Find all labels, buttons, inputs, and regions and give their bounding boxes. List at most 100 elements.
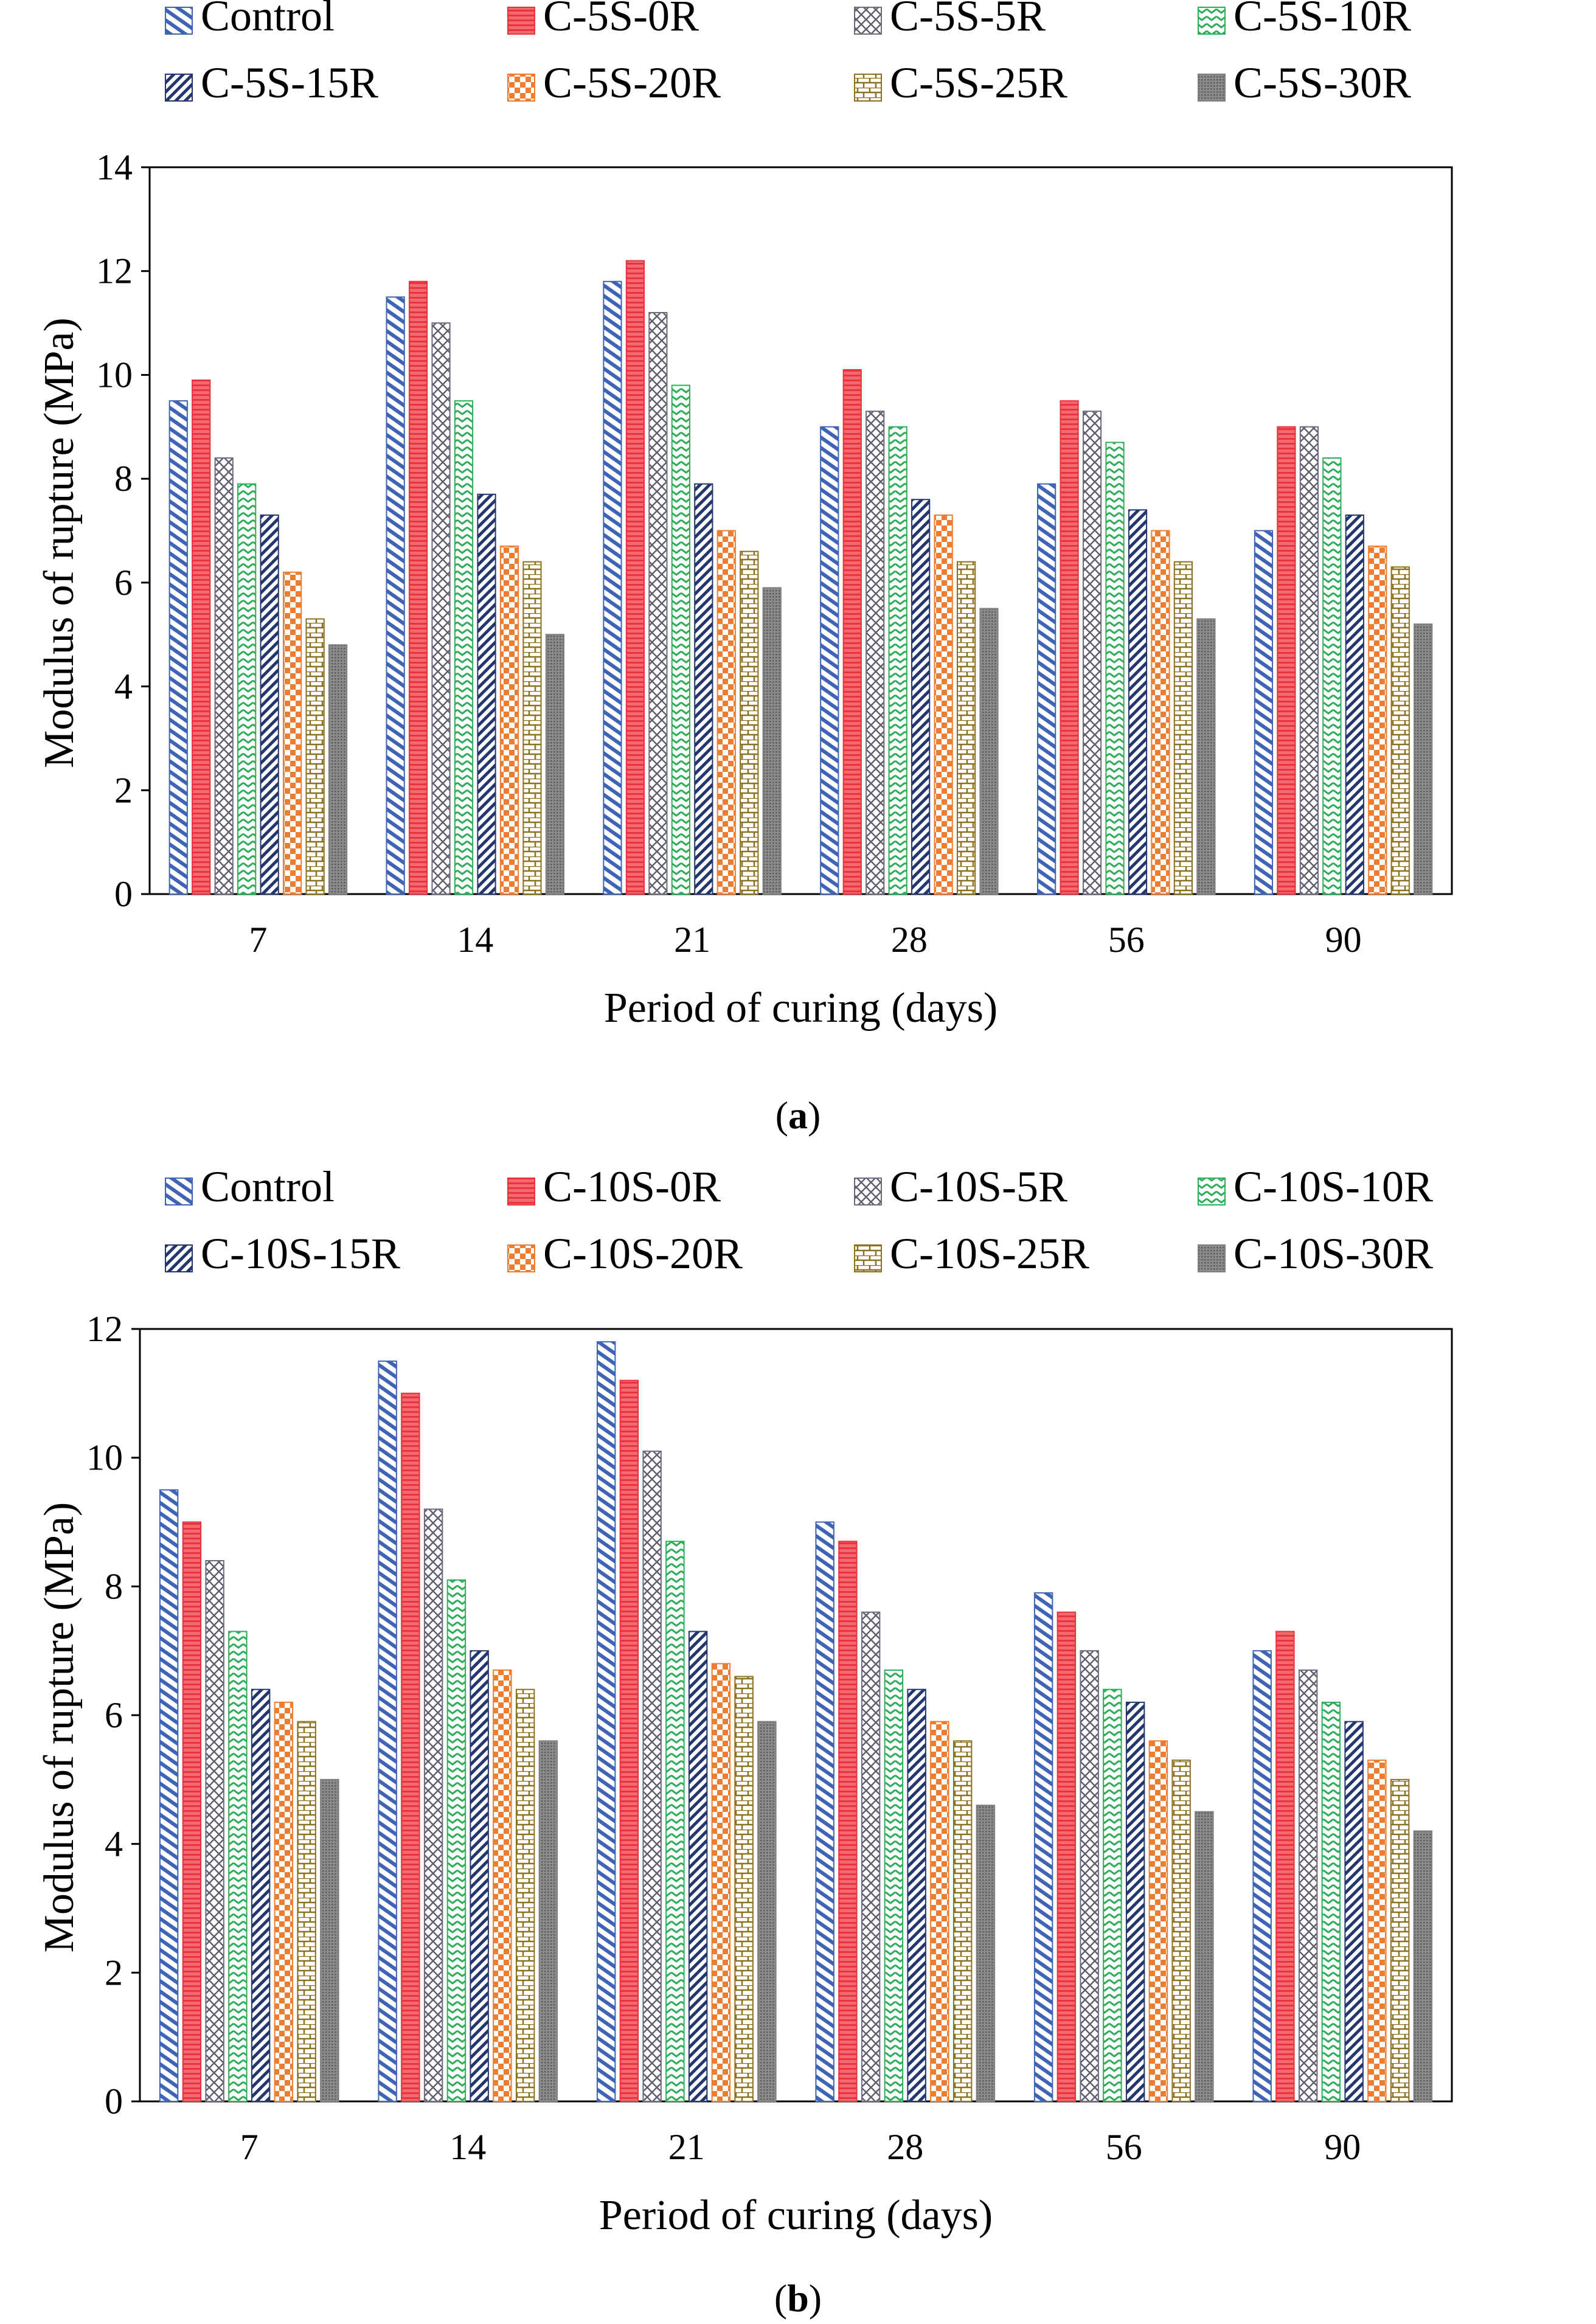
legend-item-c-5s-5r: C-5S-5R xyxy=(854,0,1046,40)
bar-c-10s-5r-14 xyxy=(423,1508,443,2102)
y-axis-label: Modulus of rupture (MPa) xyxy=(36,1502,83,1953)
y-tick-label: 12 xyxy=(96,251,133,291)
chart-a: Control C-5S-0R C-5S-5R C-5S-10R C-5S-15R C-5… xyxy=(36,0,1453,1137)
bar-c-10s-20r-90 xyxy=(1367,1760,1387,2102)
x-tick-label: 21 xyxy=(674,920,710,960)
legend-swatch xyxy=(854,7,882,35)
legend-swatch xyxy=(507,1178,535,1205)
bar-c-10s-30r-21 xyxy=(757,1721,777,2102)
legend-item-c-5s-0r: C-5S-0R xyxy=(507,0,699,40)
bar-c-5s-0r-14 xyxy=(408,280,428,895)
bar-c-10s-30r-7 xyxy=(320,1778,339,2102)
bar-c-10s-15r-56 xyxy=(1125,1701,1145,2102)
bar-c-10s-5r-56 xyxy=(1080,1650,1099,2103)
bar-c-5s-25r-56 xyxy=(1173,561,1193,895)
bar-c-10s-30r-28 xyxy=(976,1805,996,2103)
bar-c-10s-15r-28 xyxy=(907,1688,926,2103)
bar-control-14 xyxy=(386,296,405,895)
legend-label: C-10S-10R xyxy=(1233,1162,1433,1211)
x-tick-label: 14 xyxy=(457,920,493,960)
bar-control-56 xyxy=(1033,1592,1053,2103)
legend-item-control: Control xyxy=(165,0,335,40)
y-tick-label: 2 xyxy=(114,770,133,810)
bar-c-5s-10r-21 xyxy=(671,384,690,895)
bar-c-5s-10r-90 xyxy=(1322,457,1342,895)
legend-item-c-5s-25r: C-5S-25R xyxy=(854,58,1067,107)
y-tick-label: 8 xyxy=(105,1566,123,1606)
bar-c-5s-30r-90 xyxy=(1414,623,1433,895)
bar-c-10s-0r-56 xyxy=(1056,1611,1077,2103)
bar-c-10s-10r-90 xyxy=(1321,1701,1341,2102)
legend: Control C-5S-0R C-5S-5R C-5S-10R C-5S-15R C-5… xyxy=(165,0,1411,107)
bar-c-10s-30r-90 xyxy=(1413,1830,1433,2102)
bar-c-10s-10r-56 xyxy=(1103,1688,1122,2103)
y-axis: 0 2 4 6 8 10 12 xyxy=(86,1309,140,2121)
legend-label: C-10S-0R xyxy=(543,1162,721,1211)
bar-c-10s-25r-28 xyxy=(952,1740,973,2102)
bar-c-10s-20r-28 xyxy=(930,1721,949,2102)
bar-c-5s-20r-14 xyxy=(499,546,519,895)
bar-control-90 xyxy=(1252,1650,1272,2103)
x-tick-label: 28 xyxy=(891,920,928,960)
y-tick-label: 0 xyxy=(105,2081,123,2121)
x-tick-label: 7 xyxy=(249,920,267,960)
legend-label: C-5S-10R xyxy=(1233,0,1411,40)
bar-control-21 xyxy=(596,1341,616,2103)
legend-label: C-5S-5R xyxy=(890,0,1046,40)
bar-c-10s-5r-28 xyxy=(861,1611,881,2103)
legend-label: C-10S-30R xyxy=(1233,1229,1433,1278)
bar-control-14 xyxy=(378,1360,397,2103)
bar-c-5s-30r-56 xyxy=(1196,618,1216,895)
bar-c-5s-20r-56 xyxy=(1151,530,1170,895)
bar-c-10s-25r-21 xyxy=(734,1676,754,2102)
legend-label: C-10S-15R xyxy=(201,1229,400,1278)
bar-c-5s-25r-28 xyxy=(956,561,976,895)
y-tick-label: 10 xyxy=(86,1438,123,1478)
legend-label: C-5S-15R xyxy=(201,58,378,107)
x-tick-label: 90 xyxy=(1325,920,1362,960)
bar-c-5s-15r-90 xyxy=(1345,514,1364,895)
legend-item-control: Control xyxy=(165,1162,335,1211)
bar-c-5s-5r-56 xyxy=(1082,411,1102,895)
bar-c-5s-15r-7 xyxy=(260,514,279,895)
bar-c-10s-5r-7 xyxy=(205,1560,224,2102)
bar-c-5s-30r-14 xyxy=(545,634,564,895)
bar-c-10s-15r-21 xyxy=(688,1631,708,2103)
legend: Control C-10S-0R C-10S-5R C-10S-10R C-10S-15… xyxy=(165,1162,1433,1278)
legend-label: Control xyxy=(201,0,335,40)
panel-caption: (a) xyxy=(775,1094,821,1137)
y-tick-label: 10 xyxy=(96,355,133,395)
legend-item-c-10s-15r: C-10S-15R xyxy=(165,1229,400,1278)
x-tick-label: 14 xyxy=(449,2127,486,2167)
legend-swatch xyxy=(507,1244,535,1272)
y-tick-label: 14 xyxy=(96,147,133,187)
legend-swatch xyxy=(507,7,535,35)
bar-control-7 xyxy=(159,1489,179,2102)
x-tick-label: 21 xyxy=(668,2127,705,2167)
legend-swatch xyxy=(854,74,882,102)
bar-control-56 xyxy=(1037,483,1056,895)
bar-c-10s-20r-14 xyxy=(493,1669,512,2103)
bar-c-5s-0r-56 xyxy=(1060,400,1079,895)
bar-c-5s-0r-21 xyxy=(625,260,645,895)
bar-c-10s-5r-21 xyxy=(642,1451,662,2102)
bar-control-28 xyxy=(820,426,839,895)
bar-c-10s-25r-90 xyxy=(1390,1778,1410,2102)
legend-swatch xyxy=(854,1178,882,1205)
bar-c-5s-5r-14 xyxy=(431,322,451,895)
legend-item-c-10s-5r: C-10S-5R xyxy=(854,1162,1067,1211)
bar-control-28 xyxy=(815,1521,834,2102)
legend-item-c-10s-30r: C-10S-30R xyxy=(1198,1229,1433,1278)
legend-label: C-5S-25R xyxy=(890,58,1067,107)
legend-label: C-5S-20R xyxy=(543,58,721,107)
y-axis: 0 2 4 6 8 10 12 14 xyxy=(96,147,150,914)
bar-c-5s-20r-28 xyxy=(934,514,953,895)
bar-c-10s-20r-56 xyxy=(1148,1740,1168,2102)
y-tick-label: 6 xyxy=(114,563,133,603)
bar-c-5s-10r-56 xyxy=(1105,442,1125,895)
y-tick-label: 8 xyxy=(114,459,133,499)
bar-c-5s-5r-7 xyxy=(214,457,234,895)
legend-swatch xyxy=(1198,1244,1226,1272)
bar-c-10s-15r-14 xyxy=(470,1650,489,2103)
bar-c-10s-15r-7 xyxy=(251,1688,271,2103)
